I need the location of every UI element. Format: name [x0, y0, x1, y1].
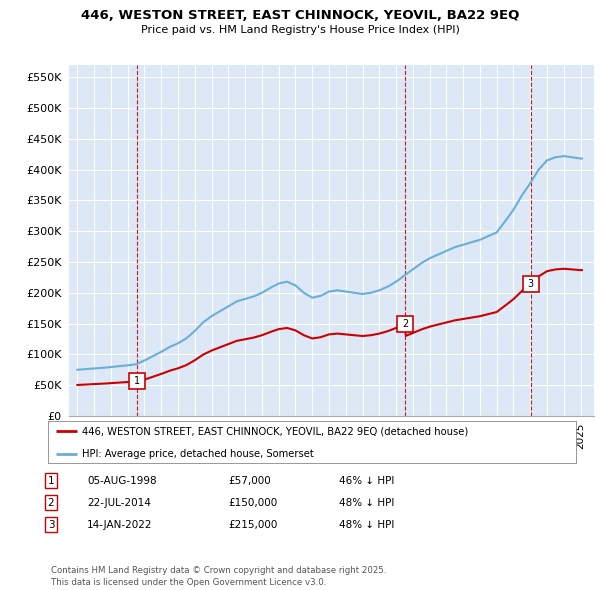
Text: £150,000: £150,000	[228, 498, 277, 507]
Text: 46% ↓ HPI: 46% ↓ HPI	[339, 476, 394, 486]
Text: 3: 3	[47, 520, 55, 529]
Text: HPI: Average price, detached house, Somerset: HPI: Average price, detached house, Some…	[82, 449, 314, 459]
Text: 446, WESTON STREET, EAST CHINNOCK, YEOVIL, BA22 9EQ: 446, WESTON STREET, EAST CHINNOCK, YEOVI…	[81, 9, 519, 22]
Text: 48% ↓ HPI: 48% ↓ HPI	[339, 520, 394, 529]
Text: Price paid vs. HM Land Registry's House Price Index (HPI): Price paid vs. HM Land Registry's House …	[140, 25, 460, 35]
Text: 14-JAN-2022: 14-JAN-2022	[87, 520, 152, 529]
Text: £57,000: £57,000	[228, 476, 271, 486]
Text: 22-JUL-2014: 22-JUL-2014	[87, 498, 151, 507]
Text: 446, WESTON STREET, EAST CHINNOCK, YEOVIL, BA22 9EQ (detached house): 446, WESTON STREET, EAST CHINNOCK, YEOVI…	[82, 427, 469, 436]
Text: 1: 1	[47, 476, 55, 486]
Text: 3: 3	[528, 278, 534, 289]
Text: 05-AUG-1998: 05-AUG-1998	[87, 476, 157, 486]
Text: 1: 1	[134, 376, 140, 386]
Text: 2: 2	[47, 498, 55, 507]
Text: 48% ↓ HPI: 48% ↓ HPI	[339, 498, 394, 507]
Text: £215,000: £215,000	[228, 520, 277, 529]
Text: Contains HM Land Registry data © Crown copyright and database right 2025.
This d: Contains HM Land Registry data © Crown c…	[51, 566, 386, 587]
Text: 2: 2	[402, 319, 408, 329]
